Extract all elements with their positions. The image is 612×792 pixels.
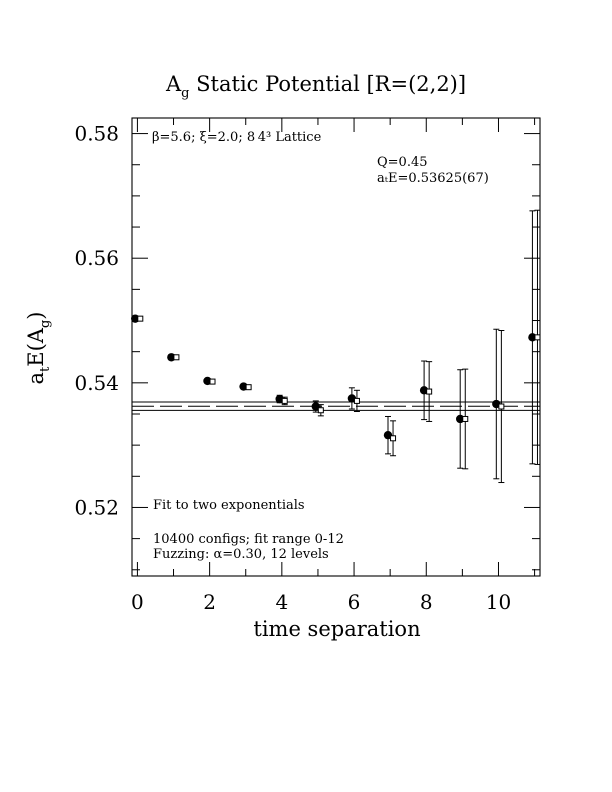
x-tick-label: 10 (486, 590, 511, 614)
y-tick-label: 0.58 (74, 122, 119, 146)
data-point-square (281, 397, 288, 404)
y-label-mid: E(A (24, 327, 48, 367)
configs-note: 10400 configs; fit range 0-12 (153, 532, 344, 547)
data-point-square (426, 388, 433, 395)
data-point-square (245, 384, 252, 391)
fit-band (132, 401, 540, 411)
y-tick-label: 0.54 (74, 371, 119, 395)
data-points (131, 209, 541, 484)
plot-frame (131, 117, 541, 577)
x-tick-label: 6 (348, 590, 361, 614)
y-label-sub-g: g (38, 320, 53, 328)
y-label-sub-t: t (38, 366, 53, 372)
title-main: A (165, 72, 182, 96)
chart-title: Ag Static Potential [R=(2,2)] (165, 72, 466, 101)
x-tick-label: 0 (131, 590, 144, 614)
data-point-square (353, 397, 360, 404)
x-tick-label: 8 (420, 590, 433, 614)
lattice-note: β=5.6; ξ=2.0; 8 4³ Lattice (152, 130, 322, 145)
y-tick-label: 0.56 (74, 246, 119, 270)
data-point-square (209, 378, 216, 385)
y-axis-label: atE(Ag) (24, 312, 53, 385)
title-subscript: g (181, 86, 189, 101)
fuzzing-note: Fuzzing: α=0.30, 12 levels (153, 547, 329, 562)
data-point-square (137, 315, 144, 322)
y-tick-label: 0.52 (74, 495, 119, 519)
data-point-square (390, 435, 397, 442)
data-point-square (462, 415, 469, 422)
data-point-square (173, 354, 180, 361)
x-axis-label: time separation (253, 617, 420, 641)
x-tick-label: 2 (203, 590, 216, 614)
fit-label: Fit to two exponentials (153, 498, 305, 513)
axis-tick-labels: 0 2 4 6 8 10 0.52 0.54 0.56 0.58 (74, 122, 511, 614)
y-label-end: ) (24, 312, 48, 320)
q-note: Q=0.45 (377, 155, 428, 170)
data-point-square (317, 407, 324, 414)
data-point-square (498, 403, 505, 410)
data-point-square (534, 334, 541, 341)
x-tick-label: 4 (275, 590, 288, 614)
title-rest: Static Potential [R=(2,2)] (190, 72, 467, 96)
fit-energy-note: aₜE=0.53625(67) (377, 171, 489, 186)
y-label-main: a (24, 372, 48, 385)
